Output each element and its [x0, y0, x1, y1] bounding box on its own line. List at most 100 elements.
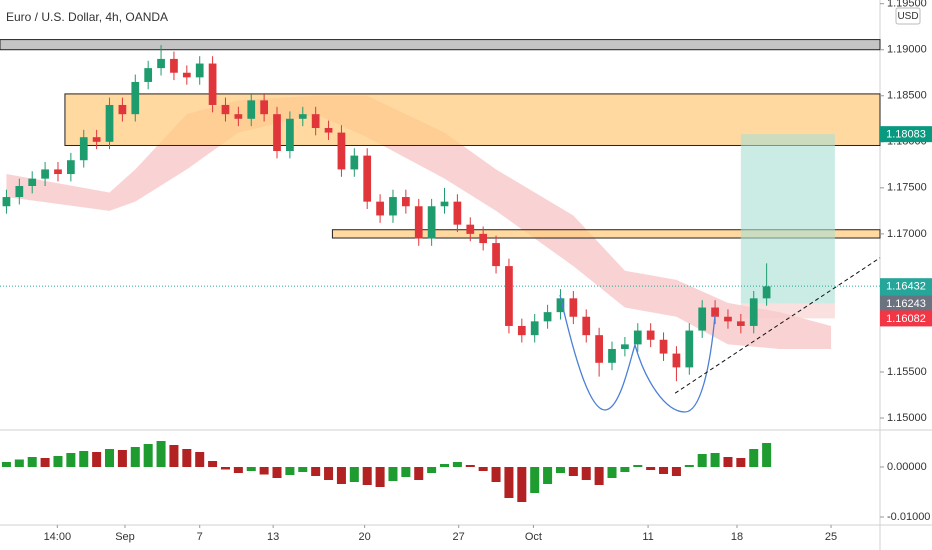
histogram-bar — [336, 467, 346, 484]
candle-body — [492, 243, 500, 267]
histogram-bar — [169, 445, 179, 467]
histogram-bar — [710, 453, 720, 467]
histogram-bar — [414, 467, 424, 480]
histogram-bar — [427, 467, 437, 473]
currency[interactable]: USD — [897, 11, 918, 22]
candle-body — [479, 233, 488, 244]
histogram-bar — [298, 467, 308, 472]
y-tick-label: 1.15000 — [887, 412, 927, 424]
histogram-bar — [388, 467, 398, 481]
candle-body — [157, 58, 165, 69]
candle-body — [208, 63, 217, 105]
histogram-bar — [684, 465, 694, 467]
histogram-bar — [105, 449, 115, 467]
candle-body — [453, 201, 462, 225]
candle-body — [2, 197, 11, 207]
zone — [0, 39, 881, 51]
x-tick-label: Oct — [525, 531, 542, 543]
candle-body — [698, 307, 707, 331]
candle-body — [376, 201, 384, 216]
candle-body — [324, 127, 333, 133]
histogram-bar — [555, 467, 565, 473]
histogram-bar — [130, 447, 140, 467]
candle-body — [633, 330, 642, 345]
histogram-bar — [543, 467, 553, 484]
candle-body — [15, 185, 24, 198]
histogram-bar — [581, 467, 591, 480]
candle-body — [298, 114, 307, 119]
histogram-bar — [14, 459, 24, 467]
candle-body — [646, 330, 655, 340]
histogram-bar — [452, 462, 462, 467]
histogram-bar — [220, 467, 230, 470]
x-tick-label: 11 — [642, 531, 653, 543]
candle-body — [530, 321, 539, 336]
candle-body — [389, 197, 397, 216]
candles — [1, 45, 772, 502]
candle-body — [105, 104, 114, 142]
price-label: 1.18083 — [886, 129, 926, 141]
x-tick-label: 25 — [825, 531, 837, 543]
candle-body — [54, 169, 62, 175]
histogram-bar — [143, 444, 153, 467]
histogram-bar — [40, 458, 50, 467]
histogram-bar — [723, 457, 733, 467]
histogram-bar — [736, 458, 746, 467]
y-tick-label: 1.17000 — [887, 228, 927, 240]
candle-body — [170, 58, 178, 73]
candle-body — [247, 100, 256, 119]
histogram-bar — [517, 467, 527, 502]
overlays — [0, 39, 881, 349]
x-tick-label: 14:00 — [44, 531, 72, 543]
histogram-bar — [659, 467, 669, 474]
x-tick-label: 27 — [453, 531, 465, 543]
histogram-bar — [491, 467, 501, 482]
candle-body — [401, 197, 410, 207]
candle-body — [92, 137, 101, 142]
price-label-box — [880, 295, 932, 312]
candle-body — [414, 206, 423, 239]
currency-box[interactable] — [895, 7, 921, 25]
histogram-bar — [620, 467, 630, 472]
candle-body — [66, 160, 75, 175]
chart-title: Euro / U.S. Dollar, 4h, OANDA — [6, 10, 168, 24]
x-tick-label: 7 — [197, 531, 203, 543]
candle-body — [659, 339, 668, 354]
y2-tick-label: -0.01000 — [887, 511, 930, 523]
x-tick-label: 20 — [359, 531, 371, 543]
histogram-bar — [92, 452, 102, 467]
candle-body — [543, 312, 552, 322]
histogram-bar — [259, 467, 269, 475]
candle-body — [672, 353, 681, 368]
candle-body — [182, 72, 191, 78]
histogram-bar — [465, 465, 475, 467]
candle-body — [118, 104, 127, 115]
candle-body — [762, 286, 771, 299]
histogram-bar — [66, 453, 76, 467]
y-tick-label: 1.18500 — [887, 90, 927, 102]
price-label: 1.16432 — [886, 281, 926, 293]
candle-body — [685, 330, 694, 368]
y-tick-label: 1.15500 — [887, 366, 927, 378]
histogram-bar — [324, 467, 334, 480]
histogram-bar — [53, 456, 63, 467]
candle-body — [337, 132, 346, 170]
histogram-bar — [362, 467, 372, 485]
candle-body — [79, 137, 88, 161]
histogram-bar — [27, 457, 37, 467]
candle-body — [569, 298, 578, 317]
histogram-bar — [311, 467, 321, 476]
candle-body — [582, 316, 591, 336]
histogram-bar — [285, 467, 295, 475]
candle-body — [466, 224, 475, 234]
histogram-bar — [401, 467, 411, 477]
histogram-bar — [646, 467, 656, 470]
histogram-bar — [671, 467, 681, 476]
candle-body — [595, 335, 603, 363]
histogram-bar — [607, 467, 617, 478]
histogram-bar — [762, 443, 772, 467]
candle-body — [749, 298, 758, 326]
x-tick-label: 18 — [731, 531, 743, 543]
histogram-bar — [1, 462, 11, 467]
